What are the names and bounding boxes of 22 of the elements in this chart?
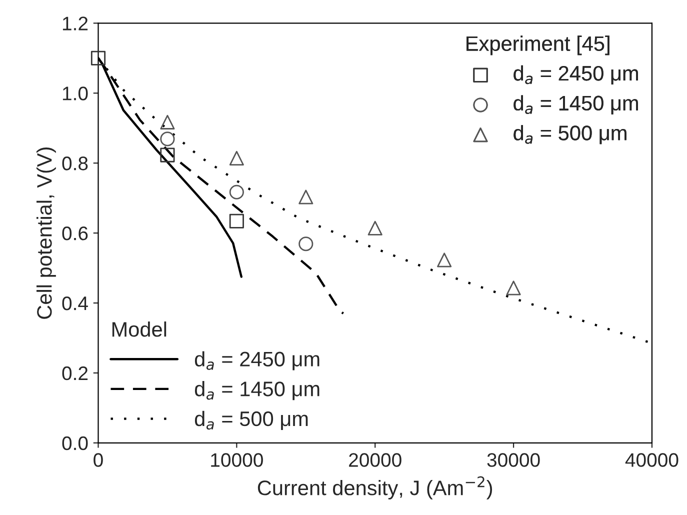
legend-label: d$_{a}$ = 2450 μm <box>514 65 638 84</box>
legend-label: d$_{a}$ = 500 μm <box>194 410 308 430</box>
y-tick-label: 1.2 <box>62 16 88 30</box>
y-axis-title: Cell potential, V(V) <box>36 147 56 319</box>
x-tick-label: 40000 <box>625 453 678 467</box>
y-tick-label: 1.0 <box>62 86 88 100</box>
y-tick-label: 0.6 <box>62 226 88 240</box>
x-tick-label: 0 <box>94 453 103 467</box>
x-tick-label: 30000 <box>487 453 540 467</box>
y-tick-label: 0.0 <box>62 436 88 450</box>
text: Experiment [45] <box>466 36 610 56</box>
legend-label: d$_{a}$ = 1450 μm <box>514 95 638 114</box>
x-axis-title: Current density, J (Am$^{−2}$) <box>258 476 492 500</box>
text: Model <box>112 321 166 337</box>
y-tick-label: 0.2 <box>62 366 88 380</box>
legend-label: d$_{a}$ = 500 μm <box>514 125 626 144</box>
legend-label: d$_{a}$ = 1450 μm <box>194 381 320 400</box>
y-tick-label: 0.8 <box>62 156 88 170</box>
legend-label: d$_{a}$ = 2450 μm <box>194 351 320 370</box>
x-tick-label: 20000 <box>349 453 402 467</box>
y-tick-label: 0.4 <box>62 296 88 310</box>
x-tick-label: 10000 <box>211 453 263 467</box>
